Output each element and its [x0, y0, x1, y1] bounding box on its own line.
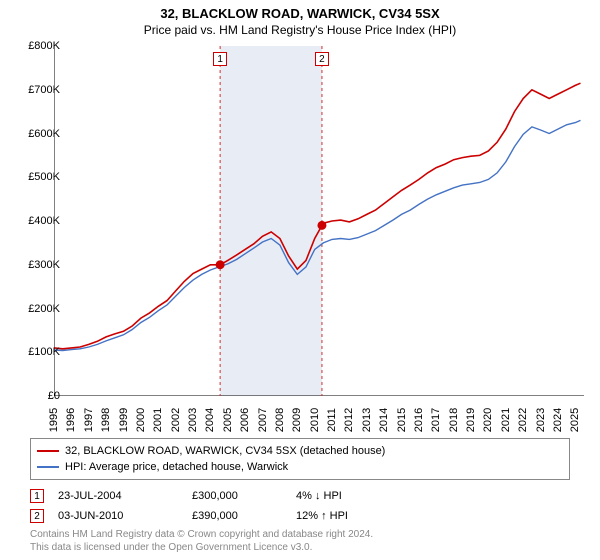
x-tick-label: 2003	[187, 408, 199, 432]
x-tick-label: 2013	[361, 408, 373, 432]
sale-date-2: 03-JUN-2010	[58, 510, 178, 522]
chart-title: 32, BLACKLOW ROAD, WARWICK, CV34 5SX	[0, 0, 600, 21]
x-tick-label: 2004	[204, 408, 216, 432]
footer-note: Contains HM Land Registry data © Crown c…	[30, 529, 373, 554]
chart-subtitle: Price paid vs. HM Land Registry's House …	[0, 21, 600, 37]
chart-area	[54, 46, 584, 396]
sale-price-2: £390,000	[192, 510, 282, 522]
y-tick-label: £0	[12, 390, 60, 402]
x-tick-label: 2012	[343, 408, 355, 432]
y-tick-label: £100K	[12, 346, 60, 358]
x-tick-label: 2019	[465, 408, 477, 432]
x-tick-label: 1997	[83, 408, 95, 432]
sale-badge-1: 1	[30, 489, 44, 503]
y-tick-label: £300K	[12, 259, 60, 271]
sale-diff-2: 12% ↑ HPI	[296, 510, 396, 522]
y-tick-label: £700K	[12, 84, 60, 96]
legend-label-hpi: HPI: Average price, detached house, Warw…	[65, 459, 288, 475]
sales-row-2: 2 03-JUN-2010 £390,000 12% ↑ HPI	[30, 506, 570, 526]
sale-price-1: £300,000	[192, 490, 282, 502]
x-tick-label: 2018	[448, 408, 460, 432]
x-tick-label: 1995	[48, 408, 60, 432]
sale-marker-label: 2	[315, 52, 329, 66]
x-tick-label: 2009	[291, 408, 303, 432]
x-tick-label: 2008	[274, 408, 286, 432]
sale-date-1: 23-JUL-2004	[58, 490, 178, 502]
legend-swatch-hpi	[37, 466, 59, 468]
x-tick-label: 2014	[378, 408, 390, 432]
y-tick-label: £200K	[12, 303, 60, 315]
legend: 32, BLACKLOW ROAD, WARWICK, CV34 5SX (de…	[30, 438, 570, 526]
x-tick-label: 2022	[517, 408, 529, 432]
x-tick-label: 2015	[396, 408, 408, 432]
y-tick-label: £800K	[12, 40, 60, 52]
x-tick-label: 2005	[222, 408, 234, 432]
legend-swatch-property	[37, 450, 59, 452]
x-tick-label: 1996	[65, 408, 77, 432]
legend-row-hpi: HPI: Average price, detached house, Warw…	[37, 459, 563, 475]
x-tick-label: 2023	[535, 408, 547, 432]
x-tick-label: 2024	[552, 408, 564, 432]
footer-line-1: Contains HM Land Registry data © Crown c…	[30, 529, 373, 542]
legend-label-property: 32, BLACKLOW ROAD, WARWICK, CV34 5SX (de…	[65, 443, 385, 459]
sales-row-1: 1 23-JUL-2004 £300,000 4% ↓ HPI	[30, 486, 570, 506]
sale-marker-label: 1	[213, 52, 227, 66]
x-tick-label: 2011	[326, 408, 338, 432]
legend-series-box: 32, BLACKLOW ROAD, WARWICK, CV34 5SX (de…	[30, 438, 570, 480]
x-tick-label: 2017	[430, 408, 442, 432]
y-tick-label: £600K	[12, 128, 60, 140]
x-tick-label: 2006	[239, 408, 251, 432]
footer-line-2: This data is licensed under the Open Gov…	[30, 542, 373, 555]
x-tick-label: 2025	[569, 408, 581, 432]
x-tick-label: 2007	[257, 408, 269, 432]
sale-badge-2: 2	[30, 509, 44, 523]
y-tick-label: £500K	[12, 171, 60, 183]
x-tick-label: 2002	[170, 408, 182, 432]
plot-svg	[54, 46, 584, 396]
y-tick-label: £400K	[12, 215, 60, 227]
x-tick-label: 2001	[152, 408, 164, 432]
x-tick-label: 2021	[500, 408, 512, 432]
x-tick-label: 1998	[100, 408, 112, 432]
x-tick-label: 2020	[482, 408, 494, 432]
sale-diff-1: 4% ↓ HPI	[296, 490, 396, 502]
x-tick-label: 2016	[413, 408, 425, 432]
sales-table: 1 23-JUL-2004 £300,000 4% ↓ HPI 2 03-JUN…	[30, 486, 570, 526]
x-tick-label: 1999	[118, 408, 130, 432]
x-tick-label: 2000	[135, 408, 147, 432]
x-tick-label: 2010	[309, 408, 321, 432]
legend-row-property: 32, BLACKLOW ROAD, WARWICK, CV34 5SX (de…	[37, 443, 563, 459]
chart-container: 32, BLACKLOW ROAD, WARWICK, CV34 5SX Pri…	[0, 0, 600, 560]
